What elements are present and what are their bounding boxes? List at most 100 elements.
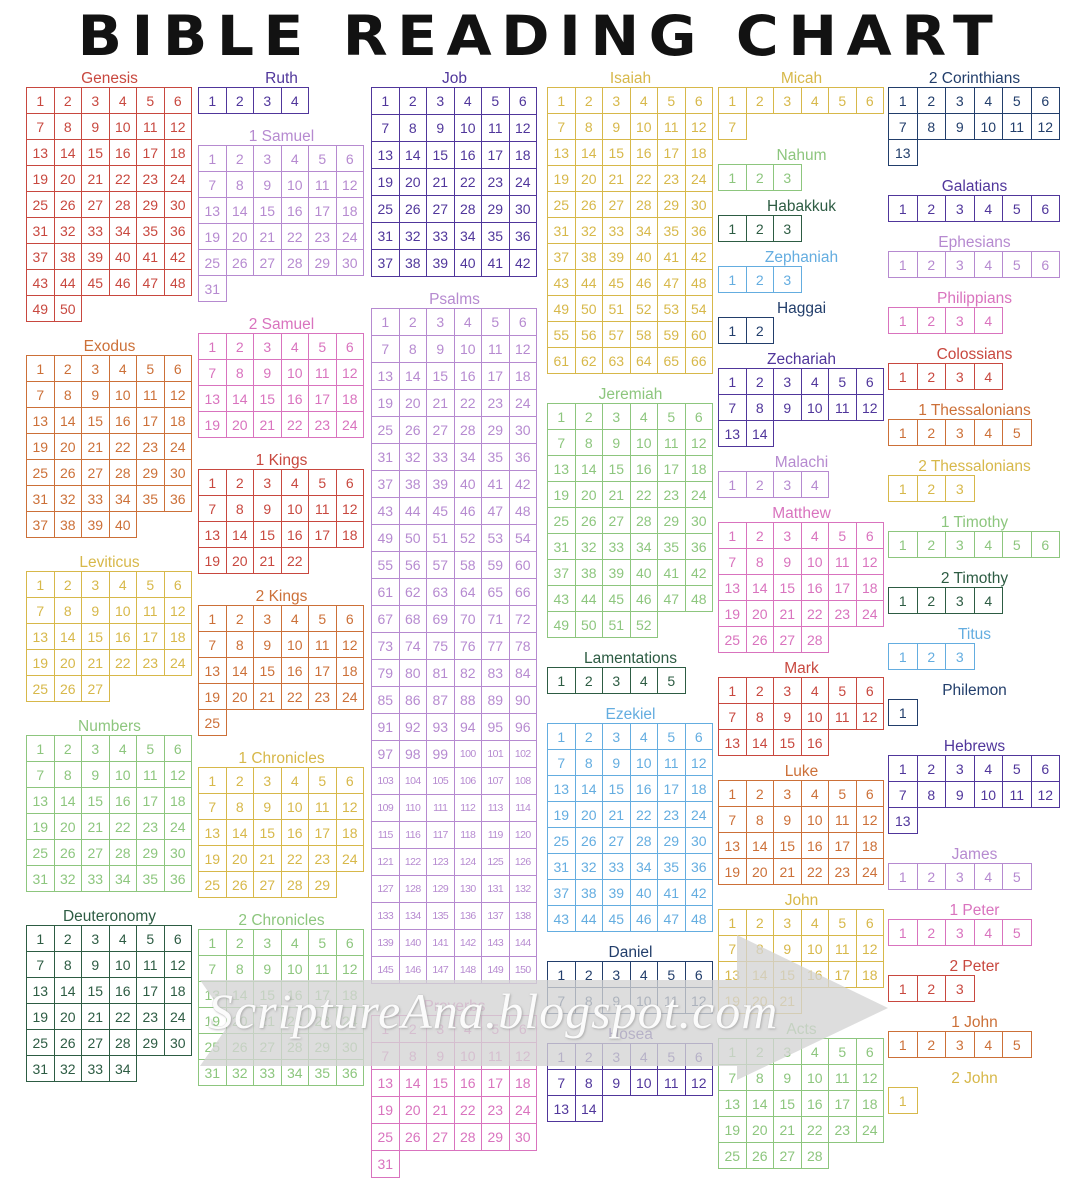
book-2-timothy: 2 Timothy 1 2 3 4 <box>888 570 1061 614</box>
chapter-box: 27 <box>81 459 110 486</box>
chapter-box: 24 <box>684 481 713 508</box>
chapter-row: 13 <box>888 139 1061 166</box>
chapter-box: 2 <box>916 531 946 558</box>
chapter-box: 24 <box>163 433 192 460</box>
chapter-box: 5 <box>136 735 165 762</box>
chapter-box: 32 <box>53 485 82 512</box>
chapter-box: 22 <box>800 600 829 627</box>
book-philemon: Philemon 1 <box>888 682 1061 726</box>
chapter-box: 31 <box>26 217 55 244</box>
chapter-box: 30 <box>335 249 364 276</box>
chapter-box: 29 <box>308 249 337 276</box>
chapter-box: 2 <box>745 522 774 549</box>
chapter-box: 3 <box>773 677 802 704</box>
chapter-box: 19 <box>198 223 227 250</box>
chapter-box: 8 <box>745 394 774 421</box>
chapter-box: 84 <box>508 659 537 687</box>
chapter-box: 6 <box>1030 87 1060 114</box>
book-title: Psalms <box>429 291 480 308</box>
chapter-box: 13 <box>888 139 918 166</box>
chapter-box: 22 <box>108 165 137 192</box>
book-title: 1 John <box>951 1014 998 1031</box>
chapter-box: 130 <box>453 875 482 903</box>
chapter-box: 123 <box>426 848 455 876</box>
chapter-box: 1 <box>718 471 747 498</box>
chapter-box: 56 <box>574 321 603 348</box>
chapter-box: 4 <box>800 780 829 807</box>
chapter-box: 23 <box>657 481 686 508</box>
chapter-box: 9 <box>945 781 975 808</box>
chapter-box: 1 <box>198 87 227 114</box>
book-title: Exodus <box>83 338 136 355</box>
chapter-box: 2 <box>225 767 254 794</box>
chapter-box: 10 <box>280 171 309 198</box>
chapter-box: 61 <box>547 347 576 374</box>
chapter-box: 8 <box>745 806 774 833</box>
chapter-box: 14 <box>745 832 774 859</box>
chapter-box: 3 <box>253 333 282 360</box>
chapter-box: 26 <box>574 827 603 854</box>
chapter-box: 34 <box>629 533 658 560</box>
chapter-box: 20 <box>745 1116 774 1143</box>
chapter-box: 23 <box>136 649 165 676</box>
chapter-box: 13 <box>371 141 400 169</box>
chapter-box: 79 <box>371 659 400 687</box>
chapter-box: 15 <box>602 775 631 802</box>
chapter-box: 24 <box>335 411 364 438</box>
chapter-box: 26 <box>53 1029 82 1056</box>
book-title: Galatians <box>941 178 1008 195</box>
chapter-box: 1 <box>547 403 576 430</box>
chapter-box: 25 <box>371 1123 400 1151</box>
chapter-box: 5 <box>308 929 337 956</box>
chapter-box: 42 <box>684 559 713 586</box>
chapter-box: 17 <box>308 197 337 224</box>
book-title: Titus <box>957 626 991 643</box>
chapter-box: 2 <box>916 919 946 946</box>
chapter-box: 40 <box>453 249 482 277</box>
chapter-box: 6 <box>1030 531 1060 558</box>
chapter-box: 7 <box>888 781 918 808</box>
chapter-box: 23 <box>481 1096 510 1124</box>
chapter-box: 32 <box>398 222 427 250</box>
chapter-box: 1 <box>888 475 918 502</box>
chapter-box: 7 <box>547 749 576 776</box>
chapter-box: 28 <box>108 191 137 218</box>
chapter-box: 43 <box>547 585 576 612</box>
chapter-row: 37 38 39 40 41 42 <box>547 559 714 586</box>
chapter-box: 9 <box>602 429 631 456</box>
chapter-row: 43 44 45 46 47 48 <box>547 269 714 296</box>
chapter-box: 12 <box>1030 781 1060 808</box>
chapter-box: 36 <box>163 485 192 512</box>
book-title: 1 Timothy <box>940 514 1009 531</box>
chapter-box: 3 <box>602 667 631 694</box>
chapter-box: 42 <box>163 243 192 270</box>
chapter-box: 35 <box>481 222 510 250</box>
chapter-box: 21 <box>81 1003 110 1030</box>
chapter-grid: 1 2 3 4 5 6 7 8 9 10 11 12 13 14 15 16 17 18 19 20 21 22 23 24 <box>718 780 885 885</box>
chapter-box: 6 <box>855 368 884 395</box>
chapter-box: 145 <box>371 956 400 984</box>
chapter-box: 5 <box>1002 251 1032 278</box>
chapter-box: 1 <box>718 368 747 395</box>
chapter-box: 71 <box>481 605 510 633</box>
chapter-box: 10 <box>800 806 829 833</box>
book-title: Zechariah <box>767 351 836 368</box>
